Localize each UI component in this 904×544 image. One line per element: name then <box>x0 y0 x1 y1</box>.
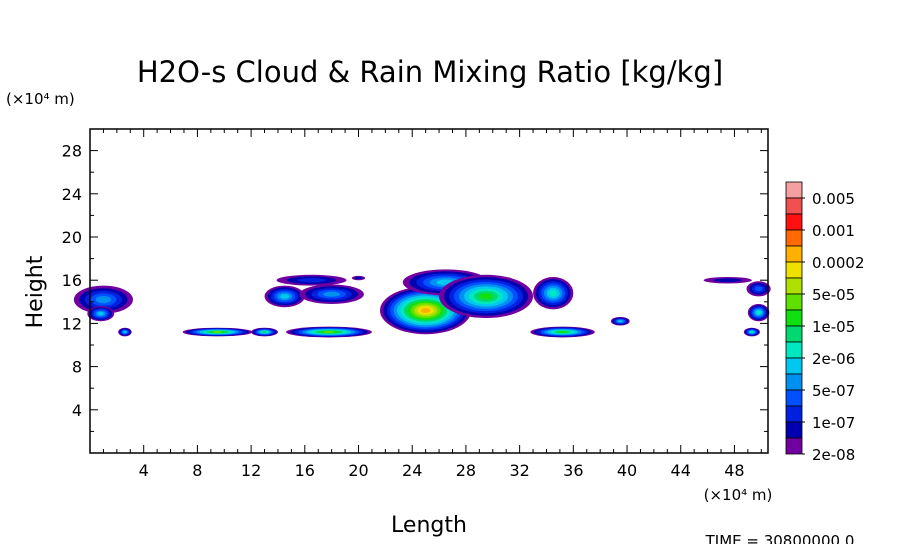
x-tick-label: 28 <box>456 461 476 480</box>
colorbar-segment <box>785 309 803 327</box>
x-tick-label: 12 <box>241 461 261 480</box>
colorbar-label: 5e-05 <box>812 286 855 304</box>
y-tick-label: 28 <box>62 142 82 161</box>
y-tick-label: 16 <box>62 271 82 290</box>
cloud-contour <box>750 331 754 334</box>
cloud-feature <box>351 275 366 281</box>
cloud-feature <box>264 285 305 308</box>
cloud-contour <box>420 307 431 313</box>
colorbar-segment <box>785 405 803 423</box>
cloud-contour <box>323 331 335 334</box>
cloud-feature <box>743 327 760 337</box>
x-tick-label: 16 <box>295 461 315 480</box>
colorbar-segment <box>785 245 803 263</box>
colorbar-segment <box>785 389 803 407</box>
cloud-contour <box>713 278 742 283</box>
cloud-feature <box>251 327 278 337</box>
colorbar-segment <box>785 357 803 375</box>
colorbar-segment <box>785 373 803 391</box>
cloud-contour <box>618 320 623 323</box>
cloud-contour <box>297 277 326 283</box>
cloud-contour <box>479 293 494 300</box>
colorbar-segment <box>785 341 803 359</box>
plot-frame <box>89 128 769 454</box>
x-tick-label: 44 <box>671 461 691 480</box>
cloud-contour <box>123 331 127 334</box>
cloud-feature <box>286 326 372 338</box>
x-tick-label: 36 <box>563 461 583 480</box>
x-tick-label: 8 <box>192 461 202 480</box>
colorbar: 0.005 0.001 0.0002 5e-05 1e-05 2e-06 5e-07 1e-0… <box>785 181 865 464</box>
cloud-feature <box>610 316 630 326</box>
cloud-contour <box>354 276 363 280</box>
colorbar-label: 2e-06 <box>812 350 855 368</box>
cloud-feature <box>182 327 253 337</box>
cloud-contour <box>97 312 104 316</box>
time-footer: TIME = 30800000.0 <box>705 532 855 544</box>
x-tick-label: 40 <box>617 461 637 480</box>
chart-title: H2O-s Cloud & Rain Mixing Ratio [kg/kg] <box>137 55 723 89</box>
cloud-contour <box>549 290 557 297</box>
colorbar-label: 0.0002 <box>812 254 865 272</box>
cloud-contour <box>280 294 290 299</box>
cloud-contour <box>262 331 267 334</box>
colorbar-label: 5e-07 <box>812 382 855 400</box>
x-unit-label: (×10⁴ m) <box>704 486 773 504</box>
colorbar-label: 0.005 <box>812 190 855 208</box>
colorbar-label: 1e-05 <box>812 318 855 336</box>
colorbar-segment <box>785 213 803 231</box>
cloud-feature <box>73 285 133 314</box>
y-tick-label: 4 <box>72 401 82 420</box>
cloud-features <box>73 269 771 338</box>
colorbar-segment <box>785 197 803 215</box>
x-tick-label: 32 <box>509 461 529 480</box>
cloud-feature <box>276 274 347 286</box>
x-tick-label: 48 <box>724 461 744 480</box>
x-tick-label: 20 <box>348 461 368 480</box>
y-axis-label: Height <box>23 255 48 328</box>
y-ticks: 4 8 12 16 20 24 28 <box>62 142 768 432</box>
y-tick-label: 8 <box>72 358 82 377</box>
cloud-feature <box>87 306 115 322</box>
cloud-feature <box>533 276 574 310</box>
cloud-contour <box>754 286 763 292</box>
colorbar-segment <box>785 277 803 295</box>
colorbar-segment <box>785 181 803 199</box>
colorbar-segment <box>785 437 803 455</box>
x-axis-label: Length <box>391 513 467 538</box>
cloud-feature <box>703 276 752 284</box>
colorbar-label: 1e-07 <box>812 414 855 432</box>
y-tick-label: 24 <box>62 185 82 204</box>
y-tick-label: 12 <box>62 314 82 333</box>
x-tick-label: 24 <box>402 461 422 480</box>
cloud-feature <box>530 326 595 338</box>
colorbar-segment <box>785 325 803 343</box>
cloud-feature <box>299 284 364 304</box>
colorbar-label: 0.001 <box>812 222 855 240</box>
cloud-contour <box>95 296 112 304</box>
cloud-feature <box>118 327 132 337</box>
cloud-feature <box>439 274 534 318</box>
cloud-feature <box>746 281 771 297</box>
cloud-contour <box>557 331 568 334</box>
colorbar-segment <box>785 229 803 247</box>
cloud-contour <box>756 310 761 315</box>
colorbar-segment <box>785 293 803 311</box>
cloud-contour <box>323 291 341 297</box>
cloud-feature <box>747 303 770 322</box>
y-tick-label: 20 <box>62 228 82 247</box>
x-tick-label: 4 <box>139 461 149 480</box>
colorbar-label: 2e-08 <box>812 446 855 464</box>
colorbar-segment <box>785 261 803 279</box>
colorbar-segment <box>785 421 803 439</box>
y-unit-label: (×10⁴ m) <box>6 90 75 108</box>
x-ticks: 4 8 12 16 20 24 28 32 36 40 44 48 <box>102 129 762 480</box>
cloud-contour <box>212 331 223 334</box>
